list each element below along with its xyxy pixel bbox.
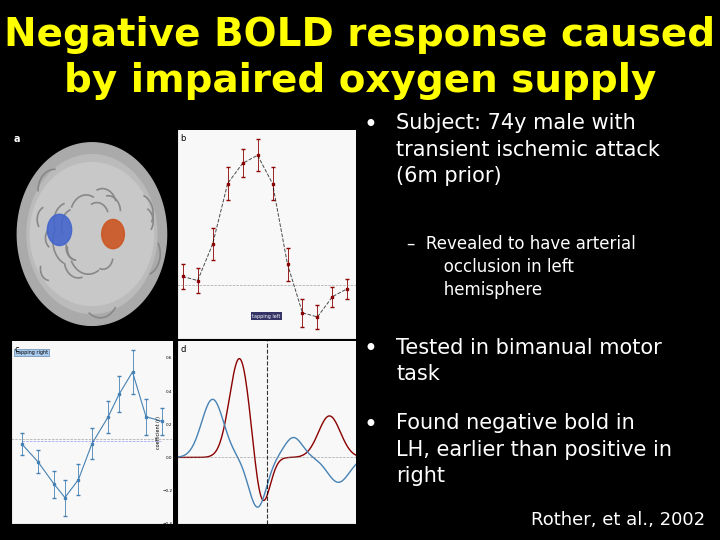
- Text: –  Revealed to have arterial
       occlusion in left
       hemisphere: – Revealed to have arterial occlusion in…: [407, 235, 636, 299]
- Title: fitted response and PSTH: fitted response and PSTH: [57, 335, 127, 340]
- Text: d: d: [180, 345, 186, 354]
- Text: Negative BOLD response caused
by impaired oxygen supply: Negative BOLD response caused by impaire…: [4, 16, 716, 100]
- Y-axis label: coefficient (r): coefficient (r): [156, 416, 161, 449]
- Polygon shape: [17, 143, 166, 326]
- Text: •: •: [364, 338, 377, 361]
- Text: a: a: [14, 134, 21, 144]
- Text: b: b: [180, 134, 186, 143]
- Text: Tested in bimanual motor
task: Tested in bimanual motor task: [396, 338, 662, 384]
- Circle shape: [48, 214, 72, 246]
- Text: •: •: [364, 413, 377, 437]
- Text: Found negative bold in
LH, earlier than positive in
right: Found negative bold in LH, earlier than …: [396, 413, 672, 486]
- Circle shape: [102, 219, 125, 249]
- Text: tapping left: tapping left: [252, 314, 281, 319]
- Polygon shape: [27, 154, 157, 313]
- Text: Subject: 74y male with
transient ischemic attack
(6m prior): Subject: 74y male with transient ischemi…: [396, 113, 660, 186]
- Polygon shape: [30, 163, 153, 306]
- X-axis label: peri-stimulus time [secs]: peri-stimulus time [secs]: [61, 534, 122, 538]
- Text: Rother, et al., 2002: Rother, et al., 2002: [531, 511, 706, 529]
- Title: fitted response and PSTH: fitted response and PSTH: [232, 124, 301, 129]
- Text: c: c: [14, 345, 19, 354]
- Text: tapping right: tapping right: [16, 350, 48, 355]
- Text: •: •: [364, 113, 377, 137]
